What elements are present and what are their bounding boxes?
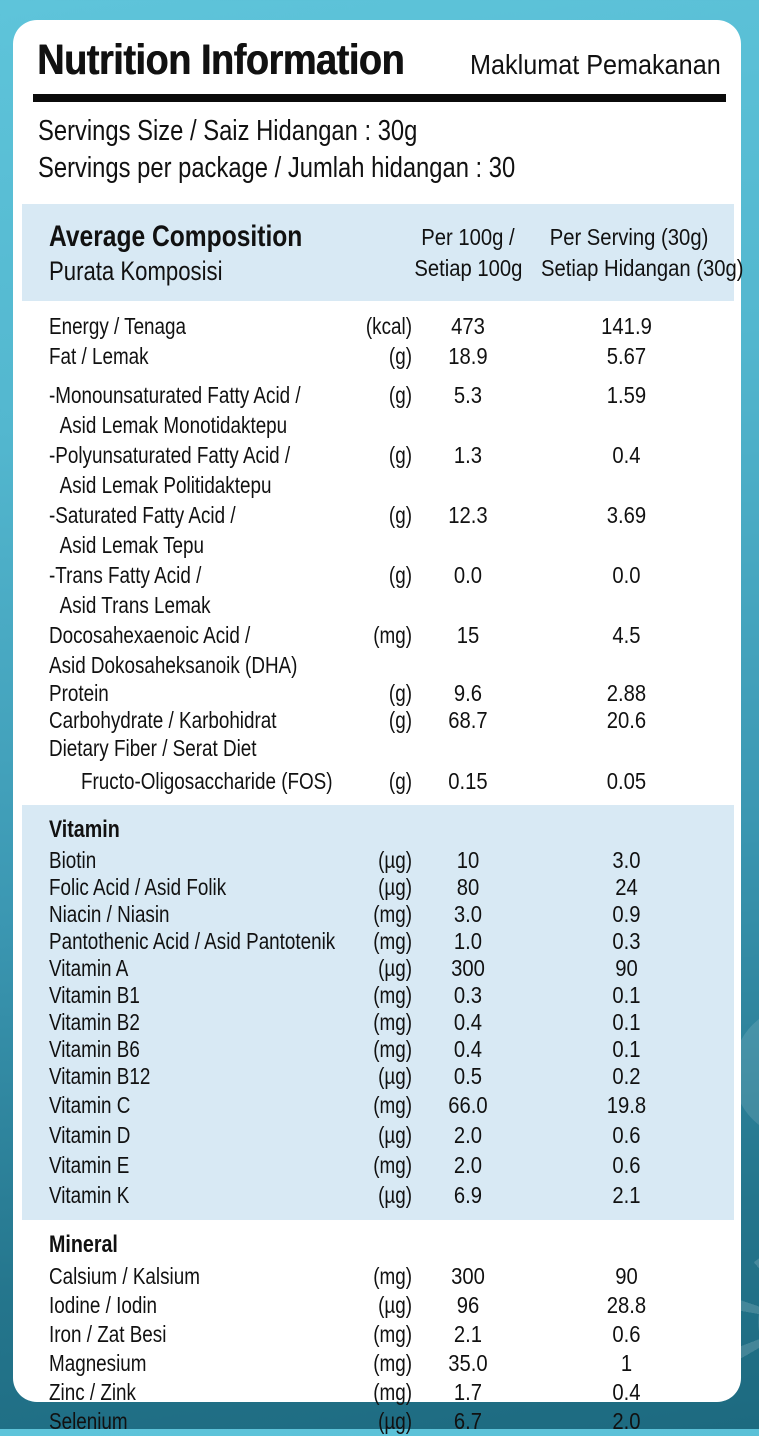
table-row-monounsaturated: -Monounsaturated Fatty Acid / Asid Lemak… [49, 380, 729, 440]
table-row-vitamin-b6: Vitamin B6 (mg) 0.4 0.1 [49, 1036, 641, 1062]
table-row-calcium: Calsium / Kalsium (mg) 300 90 [49, 1263, 638, 1289]
nutrient-unit: (g) [388, 442, 412, 468]
table-row-polyunsaturated: -Polyunsaturated Fatty Acid / Asid Lemak… [49, 440, 729, 500]
value-per-100g: 0.15 [448, 768, 488, 794]
value-per-serving: 3.69 [606, 502, 647, 528]
composition-title-en: Average Composition [49, 220, 303, 253]
table-row-vitamin-d: Vitamin D (µg) 2.0 0.6 [49, 1122, 641, 1148]
table-row-trans-fat: -Trans Fatty Acid / Asid Trans Lemak (g)… [49, 560, 729, 620]
vitamin-section: Vitamin Biotin (µg) 10 3.0 Folic Acid / … [22, 805, 734, 1220]
nutrient-unit: (g) [388, 707, 412, 733]
value-per-100g: 12.3 [448, 502, 488, 528]
value-per-100g: 18.9 [448, 343, 488, 369]
value-per-100g: 1.3 [453, 442, 483, 468]
value-per-serving: 5.67 [606, 343, 647, 369]
composition-title: Average Composition Purata Komposisi [49, 219, 397, 288]
composition-header: Average Composition Purata Komposisi Per… [22, 204, 744, 301]
nutrient-unit: (mg) [373, 622, 412, 648]
nutrient-label: -Polyunsaturated Fatty Acid / Asid Lemak… [49, 442, 291, 498]
table-row-carbohydrate: Carbohydrate / Karbohidrat (g) 68.7 20.6 [49, 707, 729, 734]
composition-title-malay: Purata Komposisi [49, 256, 223, 286]
table-row-biotin: Biotin (µg) 10 3.0 [49, 847, 641, 873]
value-per-serving: 20.6 [606, 707, 647, 733]
nutrient-unit: (g) [388, 382, 412, 408]
nutrient-label: Energy / Tenaga [49, 313, 187, 339]
nutrient-unit: (g) [388, 343, 412, 369]
table-row-vitamin-b1: Vitamin B1 (mg) 0.3 0.1 [49, 982, 641, 1008]
vitamin-section-title: Vitamin [49, 816, 120, 843]
nutrient-label: -Trans Fatty Acid / Asid Trans Lemak [49, 562, 211, 618]
value-per-100g: 473 [451, 313, 485, 339]
value-per-serving: 141.9 [601, 313, 652, 339]
value-per-100g: 0.0 [453, 562, 483, 588]
nutrient-label: Fat / Lemak [49, 343, 149, 369]
nutrient-label: Docosahexaenoic Acid / Asid Dokosaheksan… [49, 622, 298, 678]
nutrient-label: Fructo-Oligosaccharide (FOS) [81, 768, 333, 794]
table-row-folic-acid: Folic Acid / Asid Folik (µg) 80 24 [49, 874, 638, 900]
nutrient-unit: (g) [388, 562, 412, 588]
nutrient-label: -Monounsaturated Fatty Acid / Asid Lemak… [49, 382, 301, 438]
composition-table: Energy / Tenaga (kcal) 473 141.9 Fat / L… [13, 301, 741, 796]
table-row-niacin: Niacin / Niasin (mg) 3.0 0.9 [49, 901, 641, 927]
nutrient-unit: (kcal) [365, 313, 412, 339]
table-row-dietary-fiber: Dietary Fiber / Serat Diet [49, 734, 729, 762]
table-row-vitamin-c: Vitamin C (mg) 66.0 19.8 [49, 1092, 647, 1118]
value-per-serving: 1.59 [606, 382, 647, 408]
table-row-fat: Fat / Lemak (g) 18.9 5.67 [49, 341, 729, 371]
nutrient-label: Carbohydrate / Karbohidrat [49, 707, 277, 733]
value-per-100g: 15 [456, 622, 480, 648]
nutrient-unit: (g) [388, 680, 412, 706]
page-title-malay: Maklumat Pemakanan [470, 49, 721, 80]
nutrient-unit: (g) [388, 502, 412, 528]
table-row-fos: Fructo-Oligosaccharide (FOS) (g) 0.15 0.… [49, 766, 729, 796]
table-row-pantothenic-acid: Pantothenic Acid / Asid Pantotenik (mg) … [49, 928, 641, 954]
nutrient-label: Dietary Fiber / Serat Diet [49, 735, 257, 761]
value-per-serving: 2.88 [606, 680, 647, 706]
column-header-per-serving: Per Serving (30g) Setiap Hidangan (30g) [541, 224, 744, 281]
table-row-vitamin-e: Vitamin E (mg) 2.0 0.6 [49, 1152, 641, 1178]
mineral-section-title: Mineral [49, 1231, 118, 1258]
nutrient-unit: (g) [388, 768, 412, 794]
table-row-selenium: Selenium (µg) 6.7 2.0 [49, 1408, 641, 1434]
mineral-section: Mineral Calsium / Kalsium (mg) 300 90 Io… [13, 1220, 741, 1436]
value-per-serving: 0.05 [606, 768, 647, 794]
table-row-energy: Energy / Tenaga (kcal) 473 141.9 [49, 311, 729, 341]
servings-per-package: Servings per package / Jumlah hidangan :… [38, 152, 516, 184]
table-row-vitamin-k: Vitamin K (µg) 6.9 2.1 [49, 1182, 641, 1208]
page-title: Nutrition Information [37, 36, 405, 84]
servings-info: Servings Size / Saiz Hidangan : 30g Serv… [13, 102, 741, 187]
column-header-per-100g: Per 100g / Setiap 100g [414, 224, 523, 281]
table-row-vitamin-b12: Vitamin B12 (µg) 0.5 0.2 [49, 1063, 641, 1089]
divider-rule [33, 94, 726, 102]
nutrient-label: -Saturated Fatty Acid / Asid Lemak Tepu [49, 502, 236, 558]
value-per-100g: 5.3 [453, 382, 483, 408]
table-row-vitamin-a: Vitamin A (µg) 300 90 [49, 955, 638, 981]
value-per-serving: 4.5 [612, 622, 641, 648]
value-per-serving: 0.0 [612, 562, 641, 588]
nutrition-label-card: Nutrition Information Maklumat Pemakanan… [13, 20, 744, 1434]
table-row-zinc: Zinc / Zink (mg) 1.7 0.4 [49, 1379, 641, 1405]
value-per-100g: 9.6 [453, 680, 483, 706]
table-row-magnesium: Magnesium (mg) 35.0 1 [49, 1350, 633, 1376]
table-row-vitamin-b2: Vitamin B2 (mg) 0.4 0.1 [49, 1009, 641, 1035]
value-per-serving: 0.4 [612, 442, 641, 468]
nutrient-label: Protein [49, 680, 109, 706]
table-row-protein: Protein (g) 9.6 2.88 [49, 680, 729, 707]
table-row-saturated: -Saturated Fatty Acid / Asid Lemak Tepu … [49, 500, 729, 560]
table-row-iron: Iron / Zat Besi (mg) 2.1 0.6 [49, 1321, 641, 1347]
value-per-100g: 68.7 [448, 707, 488, 733]
table-row-iodine: Iodine / Iodin (µg) 96 28.8 [49, 1292, 647, 1318]
servings-size: Servings Size / Saiz Hidangan : 30g [38, 115, 418, 147]
label-header: Nutrition Information Maklumat Pemakanan [13, 20, 741, 85]
table-row-dha: Docosahexaenoic Acid / Asid Dokosaheksan… [49, 620, 729, 680]
